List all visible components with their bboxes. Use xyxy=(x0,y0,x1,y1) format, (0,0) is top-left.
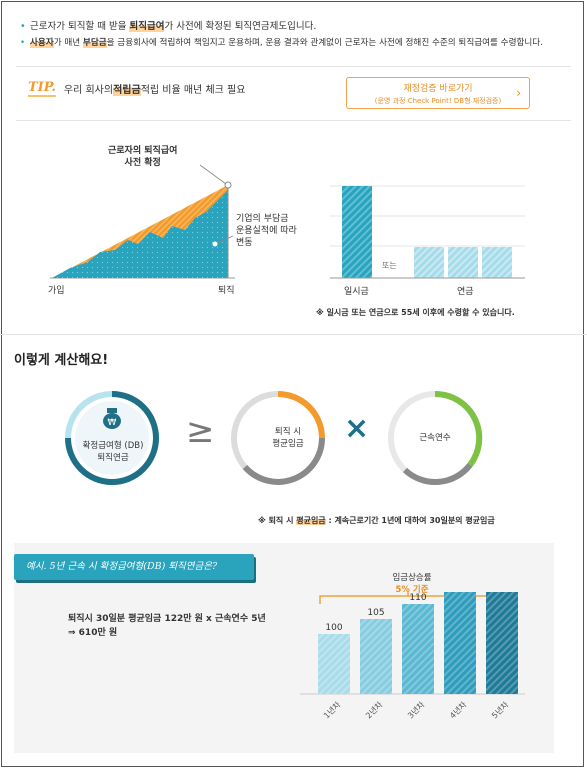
tip-text: 우리 회사의 xyxy=(63,85,114,96)
wage-bar xyxy=(444,592,476,694)
circle-arc xyxy=(434,390,483,467)
formula-line: 퇴직시 30일분 평균임금 122만 원 x 근속연수 5년 xyxy=(68,614,266,624)
highlight-text: 부담금 xyxy=(82,38,107,48)
contribution-area xyxy=(52,190,228,278)
payout-illustration xyxy=(330,185,525,279)
highlight-text: 평균임금 xyxy=(296,516,326,525)
label-line: 기업의 부담금 xyxy=(236,214,289,224)
bullet-item: • 사용자가 매년 부담금을 금융회사에 적립하여 책임지고 운용하며, 운용 … xyxy=(20,35,580,52)
tip-row: TIP. 우리 회사의 적립금 적립 비율 매년 체크 필요 xyxy=(28,80,245,97)
avg-wage-note: ※ 퇴직 시 평균임금 : 계속근로기간 1년에 대하여 30일분의 평균임금 xyxy=(258,515,495,526)
circle-arc xyxy=(402,463,473,485)
note-text: ※ 퇴직 시 xyxy=(258,516,297,525)
bar-value-label: 100 xyxy=(325,623,342,633)
intro-bullets: • 근로자가 퇴직할 때 받을 퇴직급여가 사전에 확정된 퇴직연금제도입니다.… xyxy=(20,18,580,52)
wage-bar xyxy=(486,592,518,694)
wage-bar xyxy=(360,619,392,694)
wage-bar xyxy=(402,604,434,694)
financial-verification-button[interactable]: 재정검증 바로가기 (운영 과정 Check Point! DB형 재정검증) … xyxy=(346,77,530,109)
db-area-illustration xyxy=(50,164,235,279)
times-operator-icon: × xyxy=(344,411,370,446)
category-label: 5년차 xyxy=(489,699,511,721)
circle-fill xyxy=(75,401,149,475)
label-line: 퇴직 시 xyxy=(274,427,302,437)
money-bag-icon: ₩ xyxy=(103,408,121,429)
divider xyxy=(16,120,571,121)
category-label: 2년차 xyxy=(363,699,385,721)
highlight-text: 사용자 xyxy=(30,38,54,48)
section-title: 이렇게 계산해요! xyxy=(14,353,109,368)
bullet-dot-icon: • xyxy=(20,38,26,48)
circle-arc xyxy=(242,437,325,485)
category-label: 3년차 xyxy=(405,699,427,721)
bullet-text: 가 매년 xyxy=(53,38,83,48)
area-top-label: 근로자의 퇴직급여 사전 확정 xyxy=(108,145,177,169)
gte-operator-icon: ≥ xyxy=(186,411,215,451)
leader-line xyxy=(216,235,234,244)
example-formula: 퇴직시 30일분 평균임금 122만 원 x 근속연수 5년 ⇒ 610만 원 xyxy=(68,612,266,640)
bullet-item: • 근로자가 퇴직할 때 받을 퇴직급여가 사전에 확정된 퇴직연금제도입니다. xyxy=(20,18,580,35)
bullet-text: 가 사전에 확정된 퇴직연금제도입니다. xyxy=(164,21,317,32)
db-pension-label: 확정급여형 (DB) 퇴직연금 xyxy=(70,440,156,464)
label-line: 변동 xyxy=(236,238,253,248)
bullet-text: 을 금융회사에 적립하여 책임지고 운용하며, 운용 결과와 관계없이 근로자는… xyxy=(106,38,543,48)
or-label: 또는 xyxy=(382,261,397,270)
lump-sum-bar xyxy=(342,186,372,278)
bullet-text: 근로자가 퇴직할 때 받을 xyxy=(30,21,130,32)
avg-wage-label: 퇴직 시 평균임금 xyxy=(238,426,338,450)
pension-bar xyxy=(448,247,478,278)
pension-label: 연금 xyxy=(457,287,474,297)
note-text: : 계속근로기간 1년에 대하여 30일분의 평균임금 xyxy=(325,516,495,525)
dot-marker xyxy=(212,241,218,247)
service-years-label: 근속연수 xyxy=(419,433,451,443)
bar-value-label: 105 xyxy=(367,608,384,618)
leader-line xyxy=(199,164,227,185)
tip-label: TIP. xyxy=(28,80,56,97)
button-label: 재정검증 바로가기 xyxy=(403,84,473,94)
bar-value-label: 110 xyxy=(409,593,426,603)
highlight-text: 퇴직급여 xyxy=(129,21,165,32)
formula-diagram: ₩ xyxy=(65,390,483,485)
example-callout: 예시. 5년 근속 시 확정급여형(DB) 퇴직연금은? xyxy=(14,554,254,580)
svg-text:₩: ₩ xyxy=(108,418,117,428)
wage-growth-chart: 1001년차1052년차1103년차1164년차1225년차 xyxy=(300,592,525,721)
x-label-start: 가입 xyxy=(48,286,65,296)
category-label: 1년차 xyxy=(321,699,343,721)
chevron-right-icon: › xyxy=(516,86,521,100)
circle-arc xyxy=(277,391,325,439)
button-sublabel: (운영 과정 Check Point! DB형 재정검증) xyxy=(374,97,502,105)
divider xyxy=(0,334,587,335)
pension-bar xyxy=(482,247,512,278)
rate-label: 임금상승률 5% 기준 xyxy=(382,572,442,596)
label-line: 사전 확정 xyxy=(124,158,161,168)
wage-bar xyxy=(318,634,350,694)
payout-note: ※ 일시금 또는 연금으로 55세 이후에 수령할 수 있습니다. xyxy=(316,308,515,317)
highlight-text: 적립금 xyxy=(113,81,141,96)
label-line: 5% 기준 xyxy=(395,585,429,595)
label-line: 임금상승률 xyxy=(392,573,432,583)
area-side-label: 기업의 부담금 운용실적에 따라 변동 xyxy=(236,213,297,249)
label-line: 확정급여형 (DB) xyxy=(82,441,144,451)
formula-line: ⇒ 610만 원 xyxy=(68,628,118,638)
label-line: 퇴직연금 xyxy=(97,453,129,463)
lump-sum-label: 일시금 xyxy=(344,287,369,297)
endpoint-marker xyxy=(224,181,232,189)
x-label-end: 퇴직 xyxy=(218,286,235,296)
label-line: 근로자의 퇴직급여 xyxy=(108,146,178,156)
tip-text: 적립 비율 매년 체크 필요 xyxy=(140,85,246,96)
pension-bar xyxy=(414,247,444,278)
bullet-dot-icon: • xyxy=(20,21,26,32)
circle-arc xyxy=(65,391,159,485)
label-line: 운용실적에 따라 xyxy=(236,226,297,236)
category-label: 4년차 xyxy=(447,699,469,721)
label-line: 평균임금 xyxy=(272,439,304,449)
divider xyxy=(16,66,571,67)
